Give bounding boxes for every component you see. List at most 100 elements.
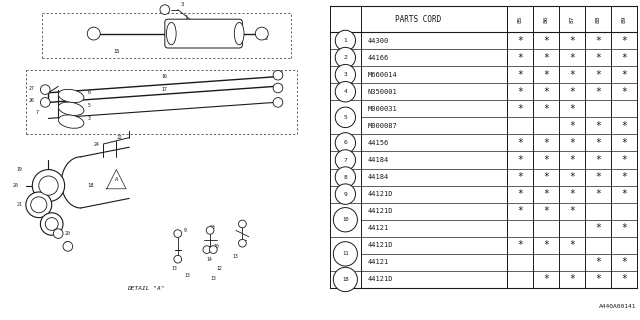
- Text: 44300: 44300: [367, 37, 389, 44]
- Circle shape: [239, 239, 246, 247]
- Text: *: *: [621, 36, 627, 45]
- Text: 23: 23: [210, 225, 216, 230]
- Text: A440A00141: A440A00141: [599, 304, 637, 309]
- Text: *: *: [543, 138, 549, 148]
- Text: *: *: [543, 189, 549, 199]
- Text: *: *: [621, 87, 627, 97]
- Ellipse shape: [166, 22, 176, 45]
- Circle shape: [203, 246, 211, 253]
- Text: *: *: [621, 172, 627, 182]
- Text: *: *: [595, 138, 601, 148]
- Text: 9: 9: [344, 192, 348, 196]
- Text: *: *: [595, 36, 601, 45]
- Text: *: *: [569, 206, 575, 216]
- Text: *: *: [517, 172, 523, 182]
- Circle shape: [45, 218, 58, 230]
- Circle shape: [40, 98, 50, 107]
- Text: *: *: [621, 155, 627, 165]
- Text: 22: 22: [116, 135, 122, 140]
- Text: *: *: [595, 121, 601, 131]
- Text: 13: 13: [210, 276, 216, 281]
- Text: *: *: [569, 275, 575, 284]
- Text: 44121: 44121: [367, 260, 389, 265]
- Circle shape: [63, 242, 73, 251]
- Text: 10: 10: [342, 217, 349, 222]
- Text: 1: 1: [344, 38, 348, 43]
- Text: *: *: [543, 104, 549, 114]
- Circle shape: [333, 267, 357, 292]
- Text: DETAIL "A": DETAIL "A": [127, 285, 164, 291]
- Text: *: *: [517, 70, 523, 80]
- Circle shape: [335, 107, 355, 128]
- Text: 27: 27: [29, 85, 35, 91]
- Text: 3: 3: [181, 2, 184, 7]
- Text: *: *: [569, 52, 575, 63]
- Text: *: *: [517, 104, 523, 114]
- Text: 8: 8: [344, 175, 348, 180]
- Text: *: *: [543, 155, 549, 165]
- Circle shape: [39, 176, 58, 195]
- Text: *: *: [569, 87, 575, 97]
- Circle shape: [174, 230, 182, 237]
- Text: *: *: [517, 155, 523, 165]
- Text: 20: 20: [65, 231, 70, 236]
- Text: 13: 13: [233, 253, 239, 259]
- Circle shape: [239, 220, 246, 228]
- Text: *: *: [569, 172, 575, 182]
- Text: 4: 4: [280, 84, 282, 89]
- Text: A: A: [115, 177, 118, 182]
- Text: *: *: [543, 172, 549, 182]
- Text: *: *: [595, 172, 601, 182]
- Text: *: *: [569, 240, 575, 250]
- Text: 88: 88: [595, 15, 600, 23]
- Text: 14: 14: [207, 257, 212, 262]
- Text: *: *: [621, 223, 627, 233]
- Text: 27: 27: [65, 241, 70, 246]
- Circle shape: [335, 64, 355, 85]
- Text: *: *: [569, 36, 575, 45]
- Circle shape: [209, 246, 217, 253]
- Text: 44121D: 44121D: [367, 276, 393, 283]
- Text: *: *: [517, 36, 523, 45]
- Circle shape: [335, 30, 355, 51]
- Text: *: *: [543, 36, 549, 45]
- Circle shape: [32, 170, 65, 202]
- Text: 5: 5: [344, 115, 348, 120]
- Text: *: *: [569, 155, 575, 165]
- Text: *: *: [543, 240, 549, 250]
- Circle shape: [53, 229, 63, 238]
- Circle shape: [273, 70, 283, 80]
- Circle shape: [40, 213, 63, 235]
- Circle shape: [40, 85, 50, 94]
- Text: *: *: [517, 240, 523, 250]
- Text: *: *: [595, 87, 601, 97]
- Text: 9: 9: [184, 228, 187, 233]
- Text: *: *: [595, 70, 601, 80]
- Circle shape: [255, 27, 268, 40]
- Text: 6: 6: [344, 140, 348, 145]
- Text: 86: 86: [543, 15, 548, 23]
- Text: N350001: N350001: [367, 89, 397, 95]
- Text: *: *: [517, 189, 523, 199]
- Text: *: *: [595, 257, 601, 268]
- Text: *: *: [595, 189, 601, 199]
- Text: 7: 7: [344, 157, 348, 163]
- Text: 26: 26: [29, 98, 35, 103]
- Text: *: *: [569, 104, 575, 114]
- Text: 15: 15: [113, 49, 120, 54]
- Text: 44121: 44121: [367, 225, 389, 231]
- Circle shape: [174, 255, 182, 263]
- Text: 11: 11: [342, 252, 349, 256]
- Text: *: *: [621, 121, 627, 131]
- Text: 11: 11: [175, 257, 180, 262]
- Text: 85: 85: [517, 15, 522, 23]
- Text: 8: 8: [280, 71, 282, 76]
- Circle shape: [335, 47, 355, 68]
- Text: 44121D: 44121D: [367, 208, 393, 214]
- Text: 3: 3: [344, 72, 348, 77]
- Text: 44184: 44184: [367, 174, 389, 180]
- Ellipse shape: [58, 102, 84, 116]
- Text: 17: 17: [161, 87, 167, 92]
- Text: 5: 5: [87, 103, 90, 108]
- Circle shape: [273, 98, 283, 107]
